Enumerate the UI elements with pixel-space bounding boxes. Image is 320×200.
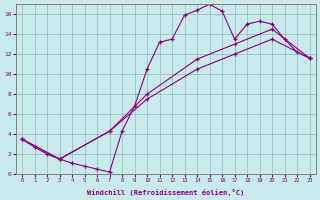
X-axis label: Windchill (Refroidissement éolien,°C): Windchill (Refroidissement éolien,°C) (87, 189, 244, 196)
